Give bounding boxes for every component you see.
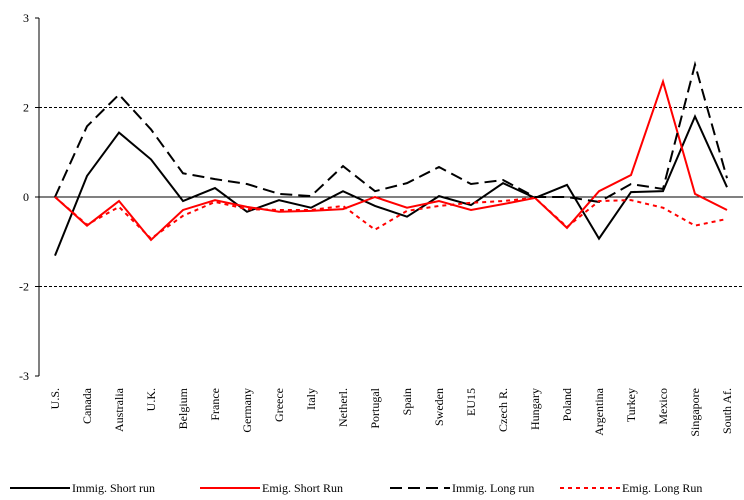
legend-item: Emig. Short Run (200, 481, 343, 495)
legend-label: Immig. Long run (452, 481, 534, 495)
x-tick-label: Argentina (592, 387, 606, 435)
legend-item: Emig. Long Run (560, 481, 702, 495)
legend-item: Immig. Long run (390, 481, 534, 495)
x-tick-label: Germany (240, 388, 254, 433)
x-tick-label: Italy (304, 388, 318, 410)
y-tick-label: -3 (19, 369, 29, 383)
x-tick-label: South Af. (720, 388, 734, 434)
x-tick-label: Singapore (688, 388, 702, 437)
series-line (54, 113, 728, 256)
y-tick-label: 2 (23, 101, 29, 115)
legend-label: Emig. Long Run (622, 481, 702, 495)
x-tick-label: Netherl. (336, 388, 350, 427)
x-tick-label: Greece (272, 388, 286, 422)
x-tick-label: Turkey (624, 388, 638, 422)
series-line (54, 78, 728, 242)
x-tick-label: Czech R. (496, 388, 510, 432)
legend-label: Immig. Short run (72, 481, 155, 495)
x-tick-label: France (208, 388, 222, 421)
x-tick-label: Mexico (656, 388, 670, 425)
y-tick-label: 3 (23, 11, 29, 25)
x-tick-label: Hungary (528, 388, 542, 430)
x-tick-label: Sweden (432, 388, 446, 426)
x-tick-label: Poland (560, 388, 574, 421)
x-tick-label: Portugal (368, 387, 382, 428)
series-line (54, 60, 728, 203)
y-tick-label: 0 (23, 190, 29, 204)
legend-label: Emig. Short Run (262, 481, 343, 495)
x-tick-label: Spain (400, 388, 414, 415)
x-tick-label: Belgium (176, 387, 190, 429)
y-tick-label: -2 (19, 280, 29, 294)
legend-item: Immig. Short run (10, 481, 155, 495)
series-line (54, 196, 728, 240)
x-tick-label: U.S. (48, 388, 62, 409)
x-tick-label: U.K. (144, 388, 158, 411)
x-tick-label: EU15 (464, 388, 478, 416)
x-tick-label: Canada (80, 387, 94, 424)
x-tick-label: Australia (112, 387, 126, 432)
